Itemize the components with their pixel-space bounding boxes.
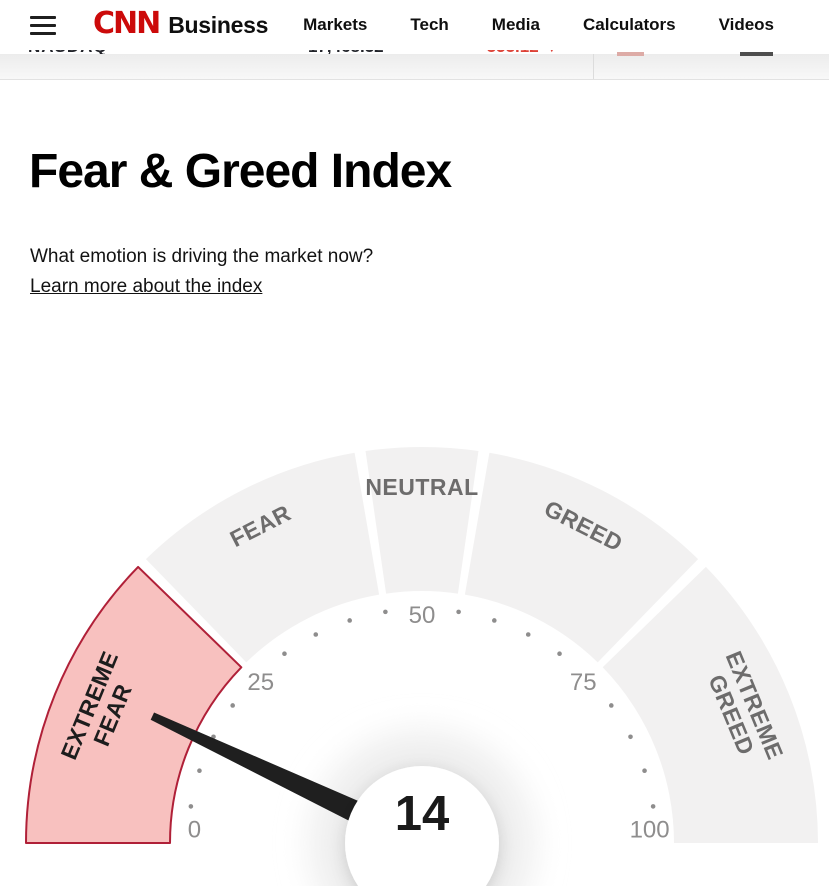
nav-links: Markets Tech Media Calculators Videos — [303, 15, 774, 35]
gauge-axis-label-100: 100 — [630, 816, 670, 843]
cnn-logo[interactable]: CNN — [93, 6, 161, 41]
top-nav: CNN Business Markets Tech Media Calculat… — [0, 0, 829, 50]
menu-hamburger-icon[interactable] — [30, 15, 56, 35]
gauge-needle — [150, 712, 391, 837]
gauge-minor-tick-dot — [609, 703, 614, 708]
nav-item-tech[interactable]: Tech — [410, 15, 449, 34]
nav-item-markets[interactable]: Markets — [303, 15, 368, 34]
gauge-minor-tick-dot — [282, 651, 287, 656]
gauge-segment-greed — [464, 452, 699, 663]
gauge-minor-tick-dot — [492, 618, 497, 623]
page-title: Fear & Greed Index — [29, 145, 452, 198]
gauge-axis-label-50: 50 — [409, 602, 436, 629]
learn-more-link[interactable]: Learn more about the index — [30, 276, 263, 297]
gauge-segment-neutral — [365, 447, 479, 594]
fear-greed-gauge: EXTREMEFEARFEARNEUTRALGREEDEXTREMEGREED0… — [25, 447, 818, 886]
gauge-minor-tick-dot — [197, 768, 202, 773]
gauge-minor-tick-dot — [456, 609, 461, 615]
gauge-minor-tick-dot — [650, 804, 656, 809]
nav-item-videos[interactable]: Videos — [718, 15, 775, 34]
clipped-widget-sliver — [740, 52, 773, 56]
gauge-minor-tick-dot — [525, 632, 531, 637]
gauge-segment-extreme-greed — [602, 566, 818, 843]
gauge-value: 14 — [395, 787, 450, 841]
page-subtitle: What emotion is driving the market now? — [30, 246, 374, 267]
brand-logo[interactable]: CNN Business — [93, 6, 269, 41]
gauge-minor-tick-dot — [557, 651, 562, 656]
gauge-minor-tick-dot — [383, 609, 388, 615]
clipped-widget-sliver — [617, 52, 644, 56]
gauge-axis-label-75: 75 — [570, 669, 597, 696]
nav-item-media[interactable]: Media — [491, 15, 540, 34]
gauge-segment-extreme-fear — [25, 565, 243, 844]
gauge-minor-tick-dot — [642, 768, 647, 773]
brand-suffix: Business — [168, 11, 269, 38]
gauge-minor-tick-dot — [188, 804, 194, 809]
ticker-strip — [0, 52, 829, 80]
gauge-minor-tick-dot — [628, 734, 633, 740]
gauge-segment-fear — [145, 452, 380, 663]
gauge-axis-label-0: 0 — [188, 816, 201, 843]
gauge-segment-label-neutral: NEUTRAL — [365, 474, 478, 500]
gauge-minor-tick-dot — [347, 618, 352, 623]
strip-divider — [593, 54, 594, 79]
nav-item-calculators[interactable]: Calculators — [582, 15, 676, 34]
gauge-minor-tick-dot — [313, 632, 319, 637]
gauge-hub — [345, 766, 499, 886]
gauge-minor-tick-dot — [230, 703, 235, 708]
gauge-axis-label-25: 25 — [247, 669, 274, 696]
